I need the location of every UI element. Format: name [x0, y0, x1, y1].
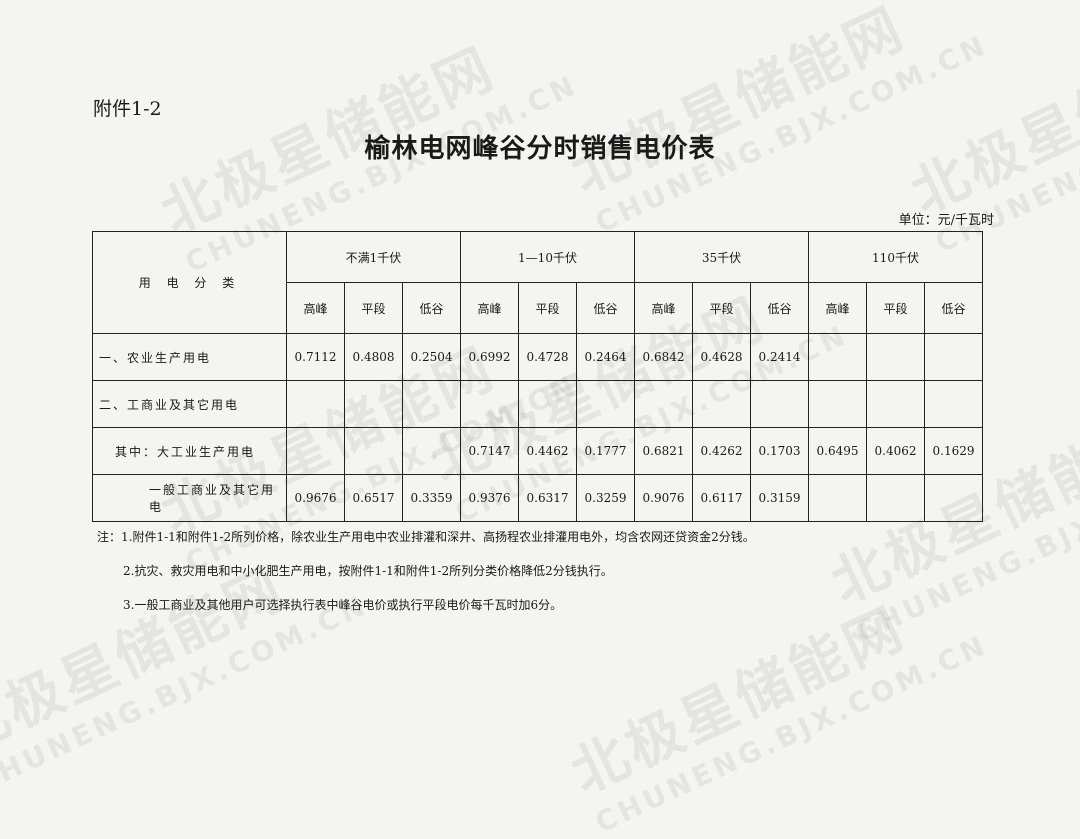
price-cell: 0.9676 — [286, 474, 345, 522]
note-2: 2.抗灾、救灾用电和中小化肥生产用电，按附件1-1和附件1-2所列分类价格降低2… — [123, 564, 613, 578]
period-header: 低谷 — [576, 282, 635, 334]
row-label: 一、农业生产用电 — [92, 333, 287, 381]
row-label: 二、工商业及其它用电 — [92, 380, 287, 428]
price-cell: 0.9376 — [460, 474, 519, 522]
price-cell — [634, 380, 693, 428]
row-label: 一般工商业及其它用电 — [92, 474, 287, 522]
voltage-group-header: 110千伏 — [808, 231, 983, 283]
price-cell: 0.1703 — [750, 427, 809, 475]
period-header: 平段 — [866, 282, 925, 334]
price-cell: 0.4728 — [518, 333, 577, 381]
price-cell — [344, 427, 403, 475]
period-header: 低谷 — [402, 282, 461, 334]
price-cell: 0.4628 — [692, 333, 751, 381]
unit-label: 单位：元/千瓦时 — [898, 213, 994, 228]
price-cell — [576, 380, 635, 428]
price-cell — [286, 380, 345, 428]
price-cell: 0.6992 — [460, 333, 519, 381]
price-cell: 0.1629 — [924, 427, 983, 475]
voltage-group-header: 1—10千伏 — [460, 231, 635, 283]
notes: 注：1.附件1-1和附件1-2所列价格，除农业生产用电中农业排灌和深井、高扬程农… — [97, 520, 755, 622]
price-cell: 0.6842 — [634, 333, 693, 381]
price-cell: 0.3359 — [402, 474, 461, 522]
period-header: 低谷 — [924, 282, 983, 334]
price-cell — [866, 474, 925, 522]
price-cell — [518, 380, 577, 428]
price-cell: 0.9076 — [634, 474, 693, 522]
period-header: 高峰 — [634, 282, 693, 334]
period-header: 高峰 — [460, 282, 519, 334]
watermark: 北极星储能网 CHUNENG.BJX.COM.CN — [556, 0, 994, 239]
price-cell — [460, 380, 519, 428]
price-cell: 0.2504 — [402, 333, 461, 381]
period-header: 平段 — [692, 282, 751, 334]
table-row: 一般工商业及其它用电 0.9676 0.6517 0.3359 0.9376 0.6317… — [92, 474, 983, 522]
table-row: 一、农业生产用电 0.7112 0.4808 0.2504 0.6992 0.4728 0.… — [92, 333, 983, 381]
price-cell — [344, 380, 403, 428]
table-row: 其中：大工业生产用电 0.7147 0.4462 0.1777 0.6821 0.4262… — [92, 427, 983, 475]
price-cell — [924, 333, 983, 381]
price-cell — [286, 427, 345, 475]
price-cell: 0.4062 — [866, 427, 925, 475]
price-table: 用 电 分 类 不满1千伏 1—10千伏 35千伏 110千伏 高峰 平段 低谷 高峰 平段低… — [92, 231, 983, 522]
price-cell — [866, 380, 925, 428]
price-cell: 0.4262 — [692, 427, 751, 475]
period-header: 平段 — [518, 282, 577, 334]
page-title: 榆林电网峰谷分时销售电价表 — [364, 134, 716, 164]
price-cell — [924, 380, 983, 428]
price-cell: 0.6117 — [692, 474, 751, 522]
price-cell: 0.3259 — [576, 474, 635, 522]
table-row: 二、工商业及其它用电 — [92, 380, 983, 428]
price-cell — [750, 380, 809, 428]
period-header: 高峰 — [286, 282, 345, 334]
category-header: 用 电 分 类 — [92, 231, 287, 334]
watermark-cn: 北极星储能网 — [901, 15, 1080, 227]
period-header: 平段 — [344, 282, 403, 334]
row-label: 其中：大工业生产用电 — [92, 427, 287, 475]
price-cell: 0.6317 — [518, 474, 577, 522]
voltage-group-header: 不满1千伏 — [286, 231, 461, 283]
voltage-group-header: 35千伏 — [634, 231, 809, 283]
price-cell: 0.1777 — [576, 427, 635, 475]
price-cell — [402, 427, 461, 475]
watermark-cn: 北极星储能网 — [561, 0, 916, 207]
watermark-cn: 北极星储能网 — [151, 35, 506, 247]
period-header: 高峰 — [808, 282, 867, 334]
price-cell: 0.7112 — [286, 333, 345, 381]
price-cell: 0.4808 — [344, 333, 403, 381]
price-cell — [924, 474, 983, 522]
price-cell — [692, 380, 751, 428]
price-cell: 0.7147 — [460, 427, 519, 475]
price-cell — [808, 333, 867, 381]
price-cell — [808, 474, 867, 522]
price-cell — [866, 333, 925, 381]
period-header: 低谷 — [750, 282, 809, 334]
price-cell: 0.6821 — [634, 427, 693, 475]
price-cell — [402, 380, 461, 428]
price-cell: 0.2414 — [750, 333, 809, 381]
price-cell: 0.6495 — [808, 427, 867, 475]
price-cell: 0.6517 — [344, 474, 403, 522]
price-cell: 0.2464 — [576, 333, 635, 381]
price-cell: 0.3159 — [750, 474, 809, 522]
price-cell — [808, 380, 867, 428]
note-3: 3.一般工商业及其他用户可选择执行表中峰谷电价或执行平段电价每千瓦时加6分。 — [123, 598, 563, 612]
watermark-en: CHUNENG.BJX.COM.CN — [590, 628, 994, 839]
attachment-label: 附件1-2 — [93, 98, 162, 120]
price-cell: 0.4462 — [518, 427, 577, 475]
note-1: 注：1.附件1-1和附件1-2所列价格，除农业生产用电中农业排灌和深井、高扬程农… — [97, 530, 755, 544]
